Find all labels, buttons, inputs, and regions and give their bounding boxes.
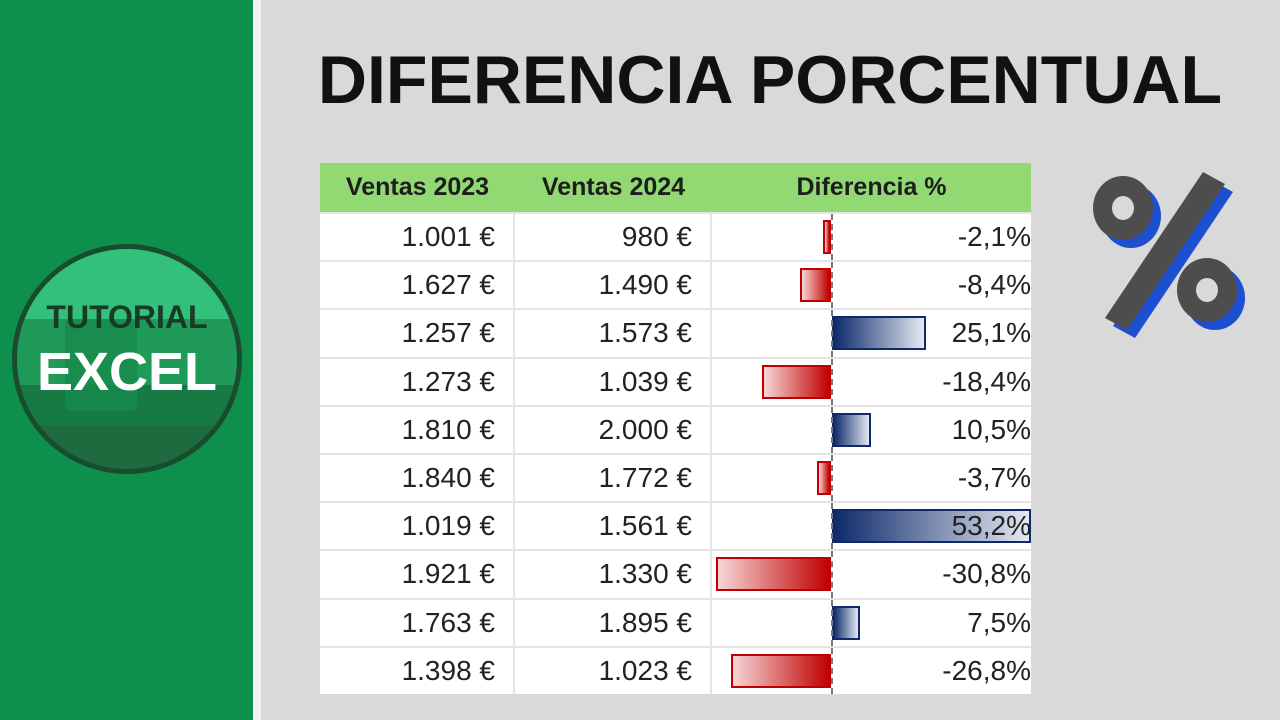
page-title: DIFERENCIA PORCENTUAL	[317, 42, 1223, 118]
cell-ventas-2024: 1.039 €	[515, 358, 712, 405]
logo-line2: EXCEL	[36, 342, 218, 402]
cell-ventas-2023: 1.273 €	[320, 358, 515, 405]
cell-ventas-2023: 1.019 €	[320, 503, 515, 550]
cell-diferencia: -8,4%	[712, 262, 1031, 309]
diferencia-value: 7,5%	[967, 606, 1031, 638]
cell-diferencia: 10,5%	[712, 406, 1031, 453]
data-bar-axis	[831, 310, 833, 357]
cell-ventas-2024: 1.772 €	[515, 454, 712, 502]
cell-ventas-2024: 2.000 €	[515, 406, 712, 453]
data-bar-axis	[831, 406, 833, 453]
cell-ventas-2023: 1.840 €	[320, 454, 515, 502]
cell-ventas-2024: 1.561 €	[515, 503, 712, 550]
cell-ventas-2024: 1.023 €	[515, 647, 712, 694]
data-bar-axis	[831, 262, 833, 309]
table-row: 1.921 € 1.330 € -30,8%	[320, 549, 1031, 598]
cell-diferencia: 7,5%	[712, 599, 1031, 646]
diferencia-value: 53,2%	[951, 510, 1031, 542]
table-header: Ventas 2023 Ventas 2024 Diferencia %	[320, 163, 1031, 212]
table-row: 1.810 € 2.000 € 10,5%	[320, 404, 1031, 453]
table-row: 1.273 € 1.039 € -18,4%	[320, 356, 1031, 405]
table-row: 1.763 € 1.895 € 7,5%	[320, 597, 1031, 646]
diferencia-value: -30,8%	[942, 558, 1031, 590]
table-row: 1.627 € 1.490 € -8,4%	[320, 260, 1031, 309]
table-row: 1.398 € 1.023 € -26,8%	[320, 645, 1031, 694]
table-row: 1.001 € 980 € -2,1%	[320, 212, 1031, 261]
cell-ventas-2023: 1.627 €	[320, 262, 515, 309]
cell-ventas-2024: 1.330 €	[515, 551, 712, 598]
cell-ventas-2024: 1.573 €	[515, 310, 712, 357]
cell-ventas-2024: 1.895 €	[515, 599, 712, 646]
cell-ventas-2023: 1.921 €	[320, 551, 515, 598]
header-ventas-2024: Ventas 2024	[541, 173, 686, 201]
data-bar	[817, 460, 831, 495]
cell-diferencia: -18,4%	[712, 358, 1031, 405]
cell-ventas-2023: 1.810 €	[320, 406, 515, 453]
cell-diferencia: 53,2%	[712, 503, 1031, 550]
percent-icon	[1093, 172, 1245, 338]
diferencia-value: -2,1%	[957, 221, 1031, 253]
diferencia-value: -8,4%	[957, 269, 1031, 301]
table-row: 1.840 € 1.772 € -3,7%	[320, 452, 1031, 502]
data-bar	[823, 220, 831, 254]
data-bar-axis	[831, 503, 833, 550]
data-bar	[799, 268, 831, 303]
data-bar	[832, 316, 926, 351]
table-row: 1.019 € 1.561 € 53,2%	[320, 501, 1031, 550]
table-row: 1.257 € 1.573 € 25,1%	[320, 308, 1031, 357]
diferencia-value: -3,7%	[957, 462, 1031, 494]
cell-ventas-2023: 1.398 €	[320, 647, 515, 694]
data-bar	[762, 364, 831, 399]
logo-line1: TUTORIAL	[46, 299, 208, 335]
header-ventas-2023: Ventas 2023	[345, 173, 490, 201]
cell-ventas-2023: 1.257 €	[320, 310, 515, 357]
cell-ventas-2024: 1.490 €	[515, 262, 712, 309]
cell-ventas-2024: 980 €	[515, 214, 712, 261]
data-bar	[730, 653, 831, 688]
cell-ventas-2023: 1.763 €	[320, 599, 515, 646]
data-bar	[832, 412, 872, 447]
data-bar-axis	[831, 599, 833, 646]
data-bar-axis	[831, 551, 833, 598]
diferencia-value: -18,4%	[942, 365, 1031, 397]
cell-diferencia: -2,1%	[712, 214, 1031, 261]
cell-ventas-2023: 1.001 €	[320, 214, 515, 261]
divider	[253, 0, 261, 720]
data-bar	[832, 605, 861, 640]
diferencia-value: -26,8%	[942, 654, 1031, 686]
header-diferencia: Diferencia %	[796, 173, 947, 201]
data-bar	[715, 557, 831, 592]
data-table: Ventas 2023 Ventas 2024 Diferencia % 1.0…	[320, 163, 1031, 694]
data-bar-axis	[831, 214, 833, 261]
cell-diferencia: -26,8%	[712, 647, 1031, 694]
tutorial-excel-logo: TUTORIAL EXCEL	[12, 244, 242, 474]
data-bar	[832, 509, 1031, 544]
cell-diferencia: -3,7%	[712, 454, 1031, 502]
diferencia-value: 10,5%	[951, 413, 1031, 445]
data-bar-axis	[831, 358, 833, 405]
cell-diferencia: 25,1%	[712, 310, 1031, 357]
data-bar-axis	[831, 647, 833, 694]
diferencia-value: 25,1%	[951, 317, 1031, 349]
cell-diferencia: -30,8%	[712, 551, 1031, 598]
data-bar-axis	[831, 454, 833, 502]
